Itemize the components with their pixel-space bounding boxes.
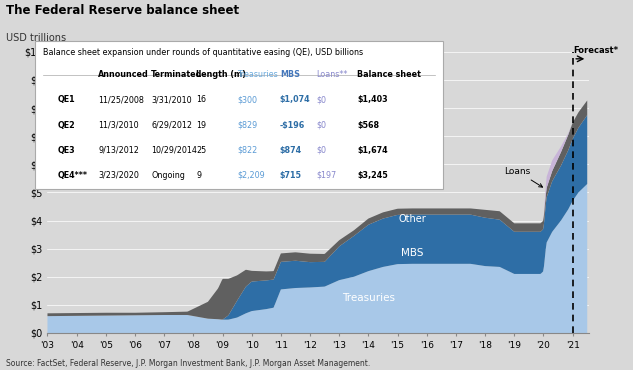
Text: $1,074: $1,074 <box>280 95 310 104</box>
Text: $0: $0 <box>316 146 327 155</box>
Text: QE3: QE3 <box>57 146 75 155</box>
Text: $1,403: $1,403 <box>358 95 388 104</box>
Text: Forecast*: Forecast* <box>573 46 618 55</box>
Text: $1,674: $1,674 <box>358 146 388 155</box>
Text: 3/23/2020: 3/23/2020 <box>98 171 139 180</box>
Text: 10/29/2014: 10/29/2014 <box>151 146 197 155</box>
Text: $0: $0 <box>316 95 327 104</box>
Text: $874: $874 <box>280 146 302 155</box>
Text: 9/13/2012: 9/13/2012 <box>98 146 139 155</box>
Text: 3/31/2010: 3/31/2010 <box>151 95 192 104</box>
Text: 25: 25 <box>196 146 206 155</box>
Text: $197: $197 <box>316 171 337 180</box>
Text: Terminated: Terminated <box>151 70 203 79</box>
Text: Balance sheet expansion under rounds of quantitative easing (QE), USD billions: Balance sheet expansion under rounds of … <box>43 48 363 57</box>
Text: Treasuries: Treasuries <box>342 293 395 303</box>
FancyBboxPatch shape <box>35 41 443 189</box>
Text: $829: $829 <box>237 121 257 130</box>
Text: 11/3/2010: 11/3/2010 <box>98 121 139 130</box>
Text: Length (m): Length (m) <box>196 70 246 79</box>
Text: Treasuries: Treasuries <box>237 70 278 79</box>
Text: MBS: MBS <box>280 70 300 79</box>
Text: Balance sheet: Balance sheet <box>358 70 421 79</box>
Text: 11/25/2008: 11/25/2008 <box>98 95 144 104</box>
Text: QE4***: QE4*** <box>57 171 87 180</box>
Text: $2,209: $2,209 <box>237 171 265 180</box>
Text: Other: Other <box>398 214 426 224</box>
Text: Loans**: Loans** <box>316 70 348 79</box>
Text: $715: $715 <box>280 171 302 180</box>
Text: MBS: MBS <box>401 248 423 258</box>
Text: USD trillions: USD trillions <box>6 33 66 43</box>
Text: 6/29/2012: 6/29/2012 <box>151 121 192 130</box>
Text: 19: 19 <box>196 121 206 130</box>
Text: Ongoing: Ongoing <box>151 171 185 180</box>
Text: $3,245: $3,245 <box>358 171 388 180</box>
Text: Loans: Loans <box>504 167 542 187</box>
Text: Announced: Announced <box>98 70 149 79</box>
Text: $822: $822 <box>237 146 257 155</box>
Text: $0: $0 <box>316 121 327 130</box>
Text: -$196: -$196 <box>280 121 305 130</box>
Text: Source: FactSet, Federal Reserve, J.P. Morgan Investment Bank, J.P. Morgan Asset: Source: FactSet, Federal Reserve, J.P. M… <box>6 359 370 368</box>
Text: The Federal Reserve balance sheet: The Federal Reserve balance sheet <box>6 4 239 17</box>
Text: $568: $568 <box>358 121 380 130</box>
Text: QE1: QE1 <box>57 95 75 104</box>
Text: QE2: QE2 <box>57 121 75 130</box>
Text: $300: $300 <box>237 95 257 104</box>
Text: 9: 9 <box>196 171 201 180</box>
Text: 16: 16 <box>196 95 206 104</box>
